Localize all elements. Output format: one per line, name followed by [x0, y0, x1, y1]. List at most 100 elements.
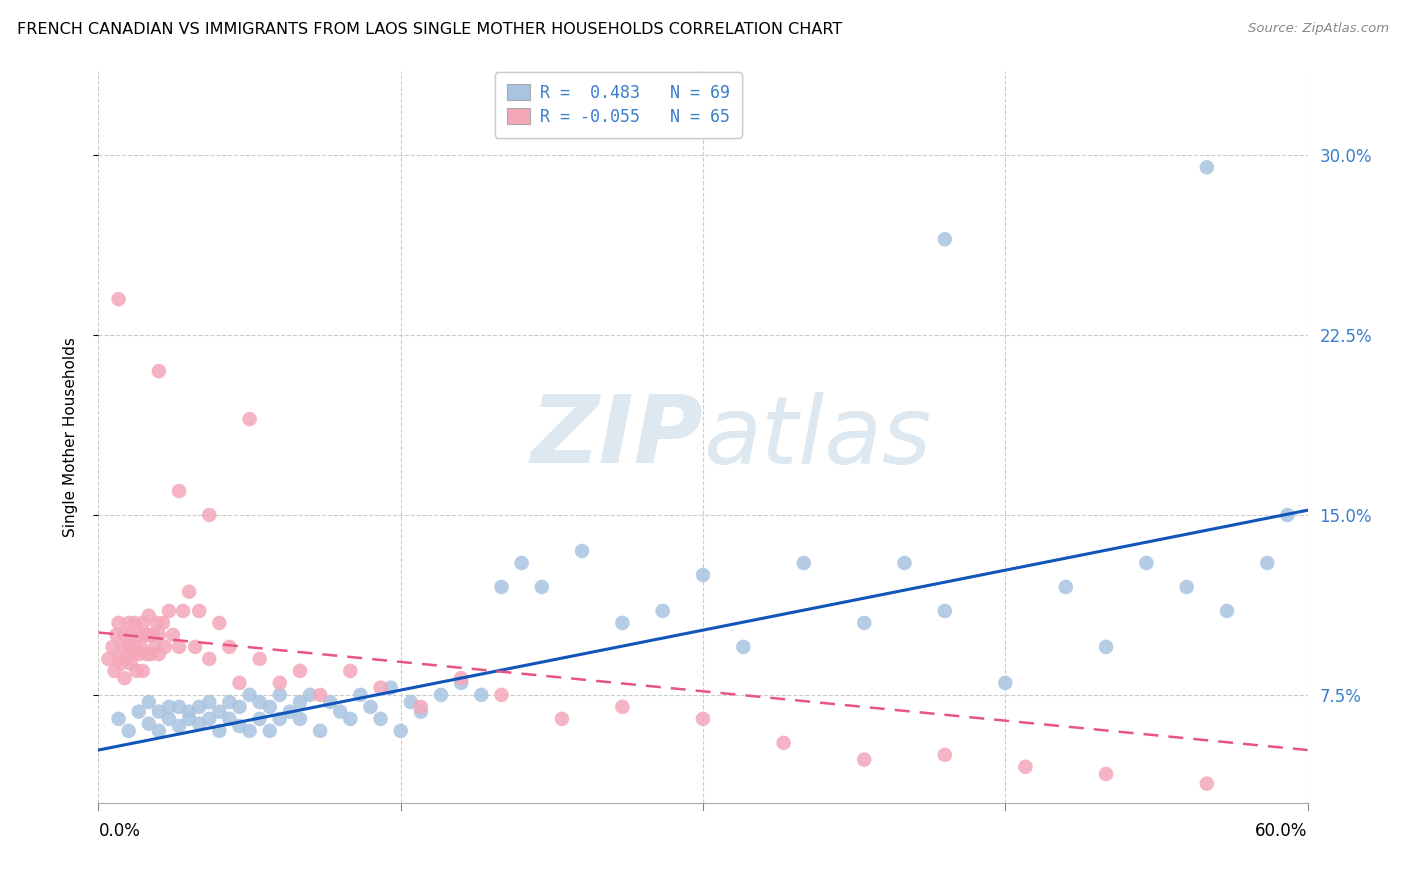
Point	[269, 688, 291, 702]
Point	[1054, 580, 1077, 594]
Point	[651, 604, 673, 618]
Text: atlas: atlas	[703, 392, 931, 483]
Point	[146, 615, 169, 630]
Point	[148, 628, 170, 642]
Point	[118, 640, 141, 654]
Point	[138, 628, 160, 642]
Point	[249, 652, 271, 666]
Point	[107, 292, 129, 306]
Point	[228, 719, 250, 733]
Point	[893, 556, 915, 570]
Point	[249, 712, 271, 726]
Point	[692, 568, 714, 582]
Point	[612, 699, 634, 714]
Point	[288, 695, 311, 709]
Point	[329, 705, 352, 719]
Text: 60.0%: 60.0%	[1256, 822, 1308, 840]
Point	[118, 723, 141, 738]
Point	[167, 640, 190, 654]
Point	[339, 712, 361, 726]
Point	[172, 604, 194, 618]
Point	[157, 699, 180, 714]
Point	[167, 699, 190, 714]
Point	[218, 695, 240, 709]
Point	[399, 695, 422, 709]
Point	[772, 736, 794, 750]
Text: FRENCH CANADIAN VS IMMIGRANTS FROM LAOS SINGLE MOTHER HOUSEHOLDS CORRELATION CHA: FRENCH CANADIAN VS IMMIGRANTS FROM LAOS …	[17, 22, 842, 37]
Point	[152, 615, 174, 630]
Point	[148, 647, 170, 661]
Point	[994, 676, 1017, 690]
Point	[124, 615, 146, 630]
Point	[1014, 760, 1036, 774]
Point	[162, 628, 184, 642]
Point	[551, 712, 574, 726]
Point	[218, 640, 240, 654]
Point	[115, 652, 138, 666]
Point	[198, 712, 221, 726]
Point	[135, 647, 157, 661]
Y-axis label: Single Mother Households: Single Mother Households	[63, 337, 77, 537]
Text: Source: ZipAtlas.com: Source: ZipAtlas.com	[1249, 22, 1389, 36]
Point	[157, 712, 180, 726]
Point	[132, 664, 155, 678]
Text: ZIP: ZIP	[530, 391, 703, 483]
Point	[239, 412, 262, 426]
Point	[114, 671, 136, 685]
Point	[360, 699, 382, 714]
Point	[339, 664, 361, 678]
Point	[125, 664, 148, 678]
Point	[530, 580, 553, 594]
Point	[184, 640, 207, 654]
Point	[97, 652, 120, 666]
Point	[309, 723, 332, 738]
Point	[299, 688, 322, 702]
Point	[249, 695, 271, 709]
Point	[111, 640, 134, 654]
Point	[142, 628, 165, 642]
Point	[409, 705, 432, 719]
Point	[380, 681, 402, 695]
Point	[491, 688, 513, 702]
Point	[128, 628, 150, 642]
Point	[120, 628, 142, 642]
Point	[1195, 776, 1218, 790]
Point	[198, 695, 221, 709]
Point	[128, 647, 150, 661]
Point	[139, 647, 162, 661]
Legend: R =  0.483   N = 69, R = -0.055   N = 65: R = 0.483 N = 69, R = -0.055 N = 65	[495, 72, 742, 137]
Point	[107, 615, 129, 630]
Point	[167, 483, 190, 498]
Point	[510, 556, 533, 570]
Point	[179, 712, 201, 726]
Point	[1277, 508, 1299, 522]
Point	[239, 723, 262, 738]
Point	[110, 657, 132, 671]
Text: 0.0%: 0.0%	[98, 822, 141, 840]
Point	[138, 716, 160, 731]
Point	[179, 584, 201, 599]
Point	[208, 723, 231, 738]
Point	[934, 232, 956, 246]
Point	[491, 580, 513, 594]
Point	[179, 705, 201, 719]
Point	[134, 628, 156, 642]
Point	[148, 723, 170, 738]
Point	[107, 712, 129, 726]
Point	[138, 608, 160, 623]
Point	[349, 688, 371, 702]
Point	[148, 705, 170, 719]
Point	[120, 657, 142, 671]
Point	[934, 747, 956, 762]
Point	[121, 647, 143, 661]
Point	[208, 705, 231, 719]
Point	[1195, 161, 1218, 175]
Point	[118, 615, 141, 630]
Point	[733, 640, 755, 654]
Point	[153, 640, 176, 654]
Point	[409, 699, 432, 714]
Point	[157, 604, 180, 618]
Point	[1216, 604, 1239, 618]
Point	[103, 664, 125, 678]
Point	[370, 712, 392, 726]
